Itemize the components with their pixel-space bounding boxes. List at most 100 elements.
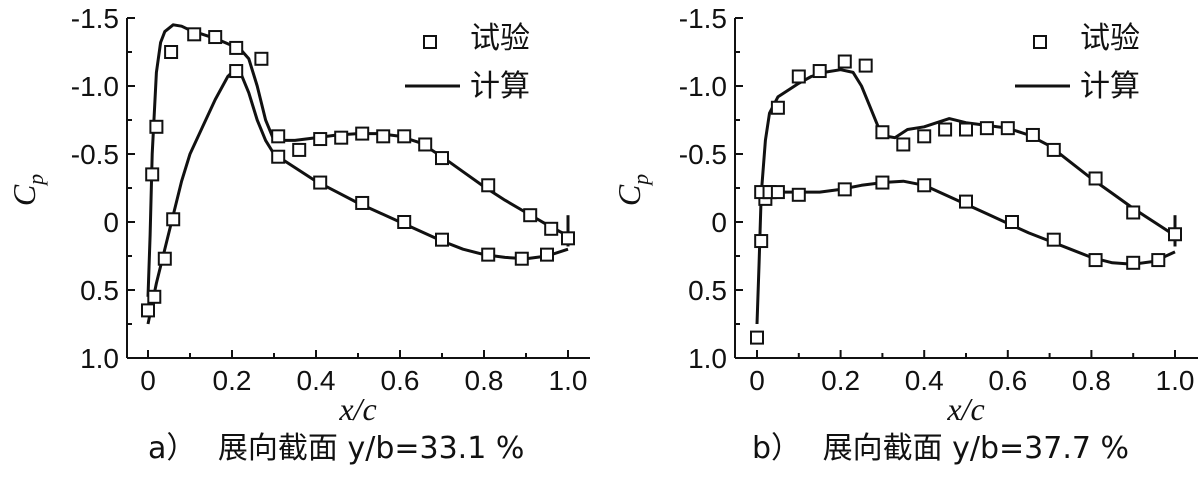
x-tick-label: 0.6 bbox=[988, 365, 1027, 396]
experiment-point bbox=[313, 132, 328, 147]
computed-curve-upper bbox=[146, 23, 569, 297]
y-axis-label-main: C bbox=[6, 184, 42, 206]
experiment-point bbox=[1088, 253, 1103, 268]
y-tick-label: 0 bbox=[711, 207, 727, 238]
x-tick-label: 0.4 bbox=[297, 365, 336, 396]
y-tick-label: -0.5 bbox=[71, 139, 119, 170]
y-axis-label-sub: p bbox=[628, 174, 653, 187]
experiment-point bbox=[229, 64, 244, 79]
panel-caption-text: 展向截面 y/b=33.1 % bbox=[218, 431, 524, 466]
y-tick-label: 1.0 bbox=[80, 343, 119, 374]
x-tick-label: 0 bbox=[140, 365, 156, 396]
experiment-point bbox=[1046, 142, 1061, 157]
experiment-point bbox=[292, 142, 307, 157]
y-axis-label: Cp bbox=[6, 174, 48, 206]
y-tick-label: 0 bbox=[103, 207, 119, 238]
experiment-point bbox=[397, 129, 412, 144]
experiment-point bbox=[837, 182, 852, 197]
experiment-point bbox=[418, 137, 433, 152]
y-axis-label-main: C bbox=[611, 184, 647, 206]
x-tick-label: 0.2 bbox=[213, 365, 252, 396]
x-tick-label: 1.0 bbox=[549, 365, 588, 396]
experiment-point bbox=[540, 247, 554, 262]
y-axis-label: Cp bbox=[611, 174, 653, 206]
x-axis-label: x/c bbox=[946, 391, 984, 427]
experiment-point bbox=[791, 187, 806, 202]
experiment-point bbox=[271, 129, 286, 144]
x-tick-label: 0.6 bbox=[381, 365, 420, 396]
y-axis-label-sub: p bbox=[23, 174, 48, 187]
experiment-point bbox=[145, 167, 160, 182]
experiment-point bbox=[254, 51, 269, 66]
experiment-point bbox=[208, 30, 223, 45]
x-axis-label: x/c bbox=[338, 391, 376, 427]
experiment-point bbox=[1151, 253, 1166, 268]
y-tick-label: 0.5 bbox=[80, 275, 119, 306]
legend-marker-experiment bbox=[1033, 35, 1047, 49]
experiment-point bbox=[1088, 171, 1103, 186]
experiment-point bbox=[355, 195, 370, 210]
experiment-point bbox=[938, 122, 953, 137]
x-tick-label: 0.4 bbox=[905, 365, 944, 396]
experiment-point bbox=[1168, 227, 1182, 242]
panel-caption: b） 展向截面 y/b=37.7 % bbox=[752, 431, 1129, 466]
experiment-point bbox=[334, 130, 349, 145]
experiment-point bbox=[157, 251, 172, 266]
panel-caption-label: a） bbox=[148, 431, 206, 466]
experiment-point bbox=[1025, 127, 1040, 142]
y-tick-label: 0.5 bbox=[688, 275, 727, 306]
experiment-point bbox=[979, 121, 994, 136]
experiment-point bbox=[544, 221, 559, 236]
experiment-point bbox=[523, 208, 538, 223]
experiment-point bbox=[561, 231, 575, 246]
experiment-point bbox=[164, 45, 179, 59]
y-tick-label: -1.5 bbox=[679, 3, 727, 34]
x-tick-label: 0.8 bbox=[465, 365, 504, 396]
experiment-point bbox=[271, 149, 286, 164]
legend-label-experiment: 试验 bbox=[470, 21, 530, 56]
panel-a: -1.5 -1.0 -0.5 0 0.5 1.0 0 0.2 0.4 0.6 0.8 1.0 Cp x/c… bbox=[6, 3, 590, 466]
experiment-point bbox=[875, 125, 890, 140]
experiment-point bbox=[435, 151, 449, 166]
experiment-point bbox=[187, 27, 202, 42]
experiment-point bbox=[166, 212, 181, 227]
y-tick-label: -0.5 bbox=[679, 139, 727, 170]
panel-caption-text: 展向截面 y/b=37.7 % bbox=[823, 431, 1129, 466]
experiment-point bbox=[149, 119, 164, 134]
experiment-point bbox=[750, 330, 764, 345]
experiment-point bbox=[355, 126, 370, 141]
x-tick-label: 0 bbox=[749, 365, 765, 396]
computed-curve-lower bbox=[146, 66, 569, 325]
experiment-point bbox=[837, 54, 852, 69]
experiment-point bbox=[812, 64, 827, 79]
experiment-point bbox=[917, 178, 932, 193]
experiment-point bbox=[229, 40, 244, 55]
experiment-point bbox=[959, 122, 973, 137]
x-tick-label: 1.0 bbox=[1156, 365, 1195, 396]
y-tick-label: -1.0 bbox=[71, 71, 119, 102]
panel-caption: a） 展向截面 y/b=33.1 % bbox=[148, 431, 524, 466]
experiment-point bbox=[1046, 232, 1061, 247]
experiment-point bbox=[754, 234, 769, 249]
experiment-point bbox=[514, 251, 529, 266]
panel-b: -1.5 -1.0 -0.5 0 0.5 1.0 0 0.2 0.4 0.6 0.8 1.0 Cp x/c… bbox=[611, 3, 1198, 466]
x-tick-label: 0.2 bbox=[821, 365, 860, 396]
y-tick-label: -1.5 bbox=[71, 3, 119, 34]
experiment-point bbox=[397, 215, 412, 229]
y-tick-label: 1.0 bbox=[688, 343, 727, 374]
experiment-point bbox=[875, 175, 890, 190]
experiment-point bbox=[141, 303, 155, 318]
experiment-point bbox=[1126, 255, 1141, 270]
experiment-point bbox=[1000, 121, 1015, 136]
experiment-point bbox=[896, 137, 911, 152]
experiment-point bbox=[313, 175, 328, 190]
experiment-point bbox=[858, 58, 873, 73]
legend-marker-experiment bbox=[423, 35, 437, 49]
legend-label-computed: 计算 bbox=[470, 69, 530, 104]
experiment-point bbox=[435, 232, 449, 247]
experiment-point bbox=[791, 69, 806, 84]
experiment-point bbox=[481, 247, 496, 262]
